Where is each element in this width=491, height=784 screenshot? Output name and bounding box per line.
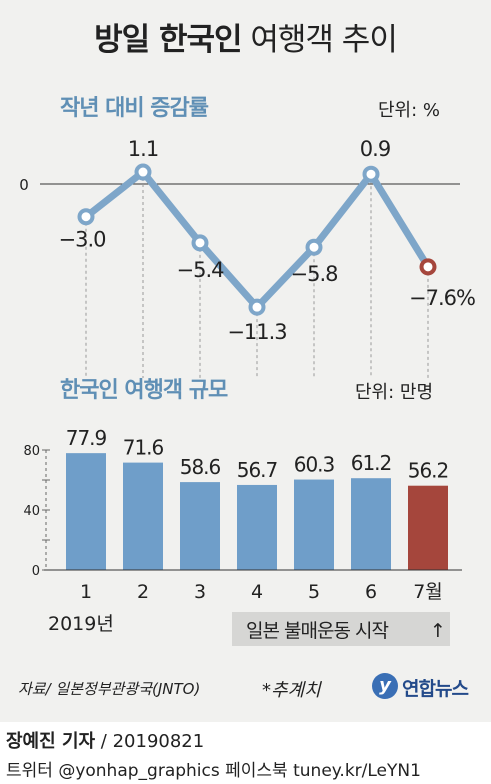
data-label: 1.1	[128, 137, 158, 161]
x-tick-label: 7월	[413, 581, 443, 603]
data-point	[248, 298, 266, 316]
data-point	[77, 208, 95, 226]
bar	[294, 479, 334, 570]
title-light: 여행객 추이	[250, 22, 397, 58]
bar-value-label: 61.2	[351, 451, 392, 475]
year-label: 2019년	[48, 613, 114, 635]
title-bold: 방일 한국인	[94, 22, 242, 58]
y-tick-label: 0	[32, 564, 40, 579]
bar-chart-unit: 단위: 만명	[355, 382, 434, 403]
bar	[66, 453, 106, 570]
source-text: 자료/ 일본정부관광국(JNTO)	[18, 680, 201, 698]
x-tick-label: 2	[137, 581, 149, 603]
logo-icon: y	[372, 673, 398, 699]
series-line	[83, 168, 431, 311]
bar-value-label: 60.3	[294, 453, 335, 477]
data-point	[419, 258, 437, 276]
social-line: 트위터 @yonhap_graphics 페이스북 tuney.kr/LeYN1	[6, 761, 421, 781]
data-point	[305, 238, 323, 256]
chart-svg: 0 −3.0 1.1 −5.4 −11.3 −5.8 0.9 −7.6% 0 40 80 77.9 1 7…	[19, 137, 476, 646]
data-label: −7.6%	[409, 286, 475, 310]
y-tick-label: 80	[23, 444, 40, 459]
x-tick-label: 5	[308, 581, 320, 603]
data-point	[362, 165, 380, 183]
bar-chart-title: 한국인 여행객 규모	[60, 378, 228, 403]
bar	[408, 485, 448, 570]
bar	[123, 462, 163, 570]
bar-value-label: 71.6	[123, 436, 164, 460]
line-chart-title: 작년 대비 증감률	[60, 96, 209, 121]
zero-tick-label: 0	[19, 176, 29, 194]
data-point	[134, 163, 152, 181]
bar	[351, 478, 391, 570]
boycott-arrow-icon: ↑	[430, 620, 446, 642]
boycott-label: 일본 불매운동 시작	[246, 620, 388, 642]
y-tick-label: 40	[23, 504, 40, 519]
x-tick-label: 4	[251, 581, 263, 603]
bar	[237, 484, 277, 570]
data-label: −5.8	[291, 262, 338, 286]
bar-value-label: 58.6	[180, 455, 221, 479]
x-tick-label: 3	[194, 581, 206, 603]
yonhap-logo: y 연합뉴스	[372, 672, 484, 702]
bar-value-label: 56.7	[237, 458, 278, 482]
estimate-note: *추계치	[262, 680, 321, 701]
bar-value-label: 56.2	[408, 459, 449, 483]
data-point	[191, 234, 209, 252]
x-tick-label: 1	[80, 581, 92, 603]
data-label: −3.0	[59, 228, 106, 252]
reporter-date: / 20190821	[95, 731, 205, 752]
infographic-panel: 방일 한국인 여행객 추이 작년 대비 증감률 단위: % 한국인 여행객 규모…	[0, 0, 491, 722]
data-label: −11.3	[227, 320, 286, 344]
bar-value-label: 77.9	[66, 426, 107, 450]
boycott-box	[232, 612, 450, 646]
bar	[180, 482, 220, 570]
data-label: −5.4	[177, 258, 225, 282]
page-title: 방일 한국인 여행객 추이	[0, 14, 491, 59]
x-tick-label: 6	[365, 581, 377, 603]
reporter-name: 장예진 기자	[6, 731, 96, 752]
line-chart-unit: 단위: %	[378, 100, 441, 121]
data-label: 0.9	[360, 137, 390, 161]
logo-text: 연합뉴스	[402, 678, 469, 700]
reporter-line: 장예진 기자 / 20190821	[6, 727, 204, 753]
